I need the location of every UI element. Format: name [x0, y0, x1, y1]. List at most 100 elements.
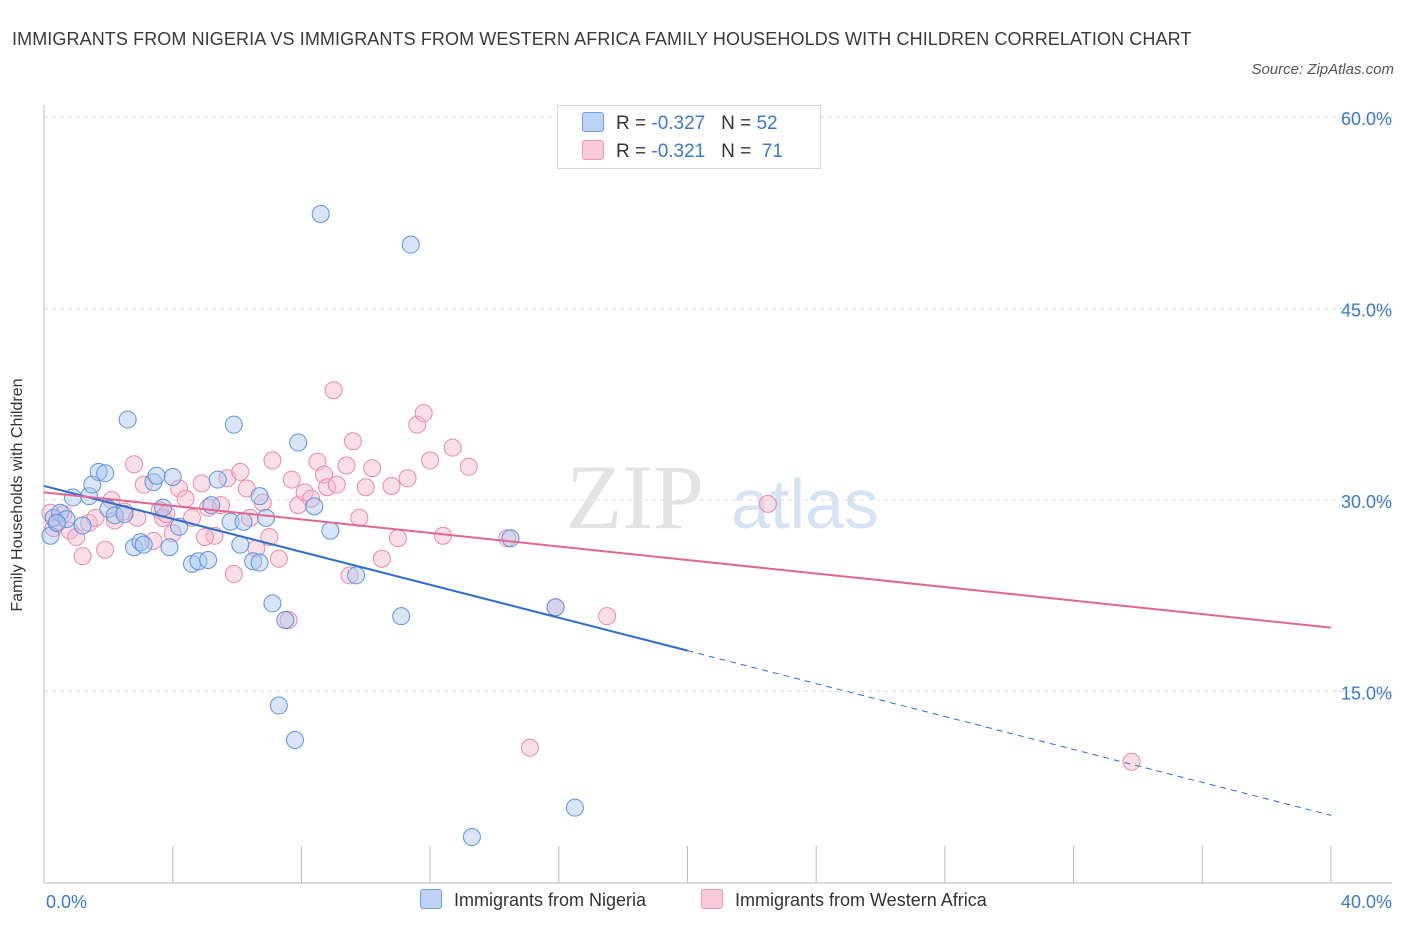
nigeria-point — [257, 508, 276, 527]
y-tick-label: 15.0% — [1341, 684, 1392, 704]
western-africa-point — [1122, 752, 1141, 771]
western-africa-point — [388, 529, 407, 548]
nigeria-trend-extension — [687, 650, 1332, 816]
western-africa-point — [96, 540, 115, 559]
western-africa-point — [125, 455, 144, 474]
nigeria-point — [99, 499, 118, 518]
western-africa-point — [598, 607, 617, 626]
western-africa-point — [340, 566, 359, 585]
western-africa-point — [263, 451, 282, 470]
watermark-atlas: atlas — [731, 465, 879, 543]
western-africa-legend-label: Immigrants from Western Africa — [735, 890, 987, 910]
western-africa-point — [382, 476, 401, 495]
nigeria-point — [118, 410, 137, 429]
nigeria-point — [96, 464, 115, 483]
nigeria-point — [131, 533, 150, 552]
gridlines — [44, 116, 1392, 692]
western-africa-point — [105, 511, 124, 530]
nigeria-legend-swatch — [420, 889, 442, 909]
nigeria-point — [401, 235, 420, 254]
series-western-africa — [41, 381, 1141, 771]
nigeria-point — [73, 516, 92, 535]
nigeria-point — [57, 510, 76, 529]
nigeria-point — [105, 506, 124, 525]
legend-r-label: R = — [616, 141, 652, 162]
correlation-legend: R = -0.327 N = 52 R = -0.321 N = 71 — [557, 105, 821, 169]
nigeria-swatch — [582, 112, 604, 132]
nigeria-point — [321, 521, 340, 540]
nigeria-point — [250, 553, 269, 572]
western-africa-point — [758, 494, 777, 513]
watermark-zip: ZIP — [566, 446, 704, 548]
western-africa-point — [459, 457, 478, 476]
legend-n-value: 52 — [756, 113, 778, 134]
legend-n-label: N = — [721, 113, 757, 134]
nigeria-point — [189, 552, 208, 571]
western-africa-point — [260, 528, 279, 547]
western-africa-swatch — [582, 140, 604, 160]
nigeria-point — [224, 415, 243, 434]
western-africa-point — [408, 415, 427, 434]
western-africa-point — [67, 528, 86, 547]
nigeria-point — [147, 466, 166, 485]
nigeria-point — [546, 598, 565, 617]
nigeria-point — [51, 503, 70, 522]
western-africa-point — [192, 474, 211, 493]
nigeria-point — [199, 551, 218, 570]
nigeria-point — [311, 205, 330, 224]
western-africa-point — [372, 549, 391, 568]
nigeria-point — [234, 512, 253, 531]
series-nigeria — [41, 205, 584, 847]
legend-r-value: -0.327 — [651, 113, 706, 134]
western-africa-point — [195, 528, 214, 547]
western-africa-point — [231, 462, 250, 481]
western-africa-point — [73, 547, 92, 566]
nigeria-trend-line — [43, 484, 688, 652]
western-africa-point — [398, 469, 417, 488]
nigeria-point — [154, 498, 173, 517]
western-africa-point — [163, 524, 182, 543]
western-africa-point — [282, 470, 301, 489]
legend-r-value: -0.321 — [651, 141, 706, 162]
x-tick-label: 0.0% — [46, 892, 87, 912]
western-africa-point — [363, 459, 382, 478]
axes — [43, 105, 1392, 884]
y-tick-label: 45.0% — [1341, 301, 1392, 321]
nigeria-point — [250, 487, 269, 506]
western-africa-point — [443, 438, 462, 457]
nigeria-point — [289, 433, 308, 452]
nigeria-legend-label: Immigrants from Nigeria — [454, 890, 647, 910]
nigeria-point — [244, 552, 263, 571]
western-africa-point — [337, 456, 356, 475]
nigeria-point — [208, 470, 227, 489]
western-africa-trend-line — [43, 491, 1332, 629]
tick-labels: 15.0% 30.0% 45.0% 60.0% 0.0% 40.0% — [46, 109, 1392, 912]
nigeria-point — [269, 696, 288, 715]
nigeria-point — [163, 468, 182, 487]
western-africa-point — [421, 451, 440, 470]
bottom-legend-nigeria: Immigrants from Nigeria — [420, 889, 646, 911]
nigeria-point — [134, 535, 153, 554]
chart-title: IMMIGRANTS FROM NIGERIA VS IMMIGRANTS FR… — [12, 29, 1192, 49]
western-africa-point — [170, 479, 189, 498]
western-africa-point — [327, 475, 346, 494]
nigeria-point — [501, 529, 520, 548]
y-tick-label: 30.0% — [1341, 492, 1392, 512]
y-tick-label: 60.0% — [1341, 109, 1392, 129]
bottom-legend-western-africa: Immigrants from Western Africa — [701, 889, 987, 911]
western-africa-point — [224, 565, 243, 584]
western-africa-point — [211, 496, 230, 515]
nigeria-point — [347, 566, 366, 585]
nigeria-point — [305, 497, 324, 516]
western-africa-point — [269, 549, 288, 568]
nigeria-point — [221, 512, 240, 531]
legend-row-western-africa: R = -0.321 N = 71 — [582, 138, 783, 166]
western-africa-point — [176, 489, 195, 508]
western-africa-legend-swatch — [701, 889, 723, 909]
nigeria-point — [285, 731, 304, 750]
x-tick-label: 40.0% — [1341, 892, 1392, 912]
western-africa-point — [520, 738, 539, 757]
nigeria-point — [392, 607, 411, 626]
nigeria-point — [160, 538, 179, 557]
